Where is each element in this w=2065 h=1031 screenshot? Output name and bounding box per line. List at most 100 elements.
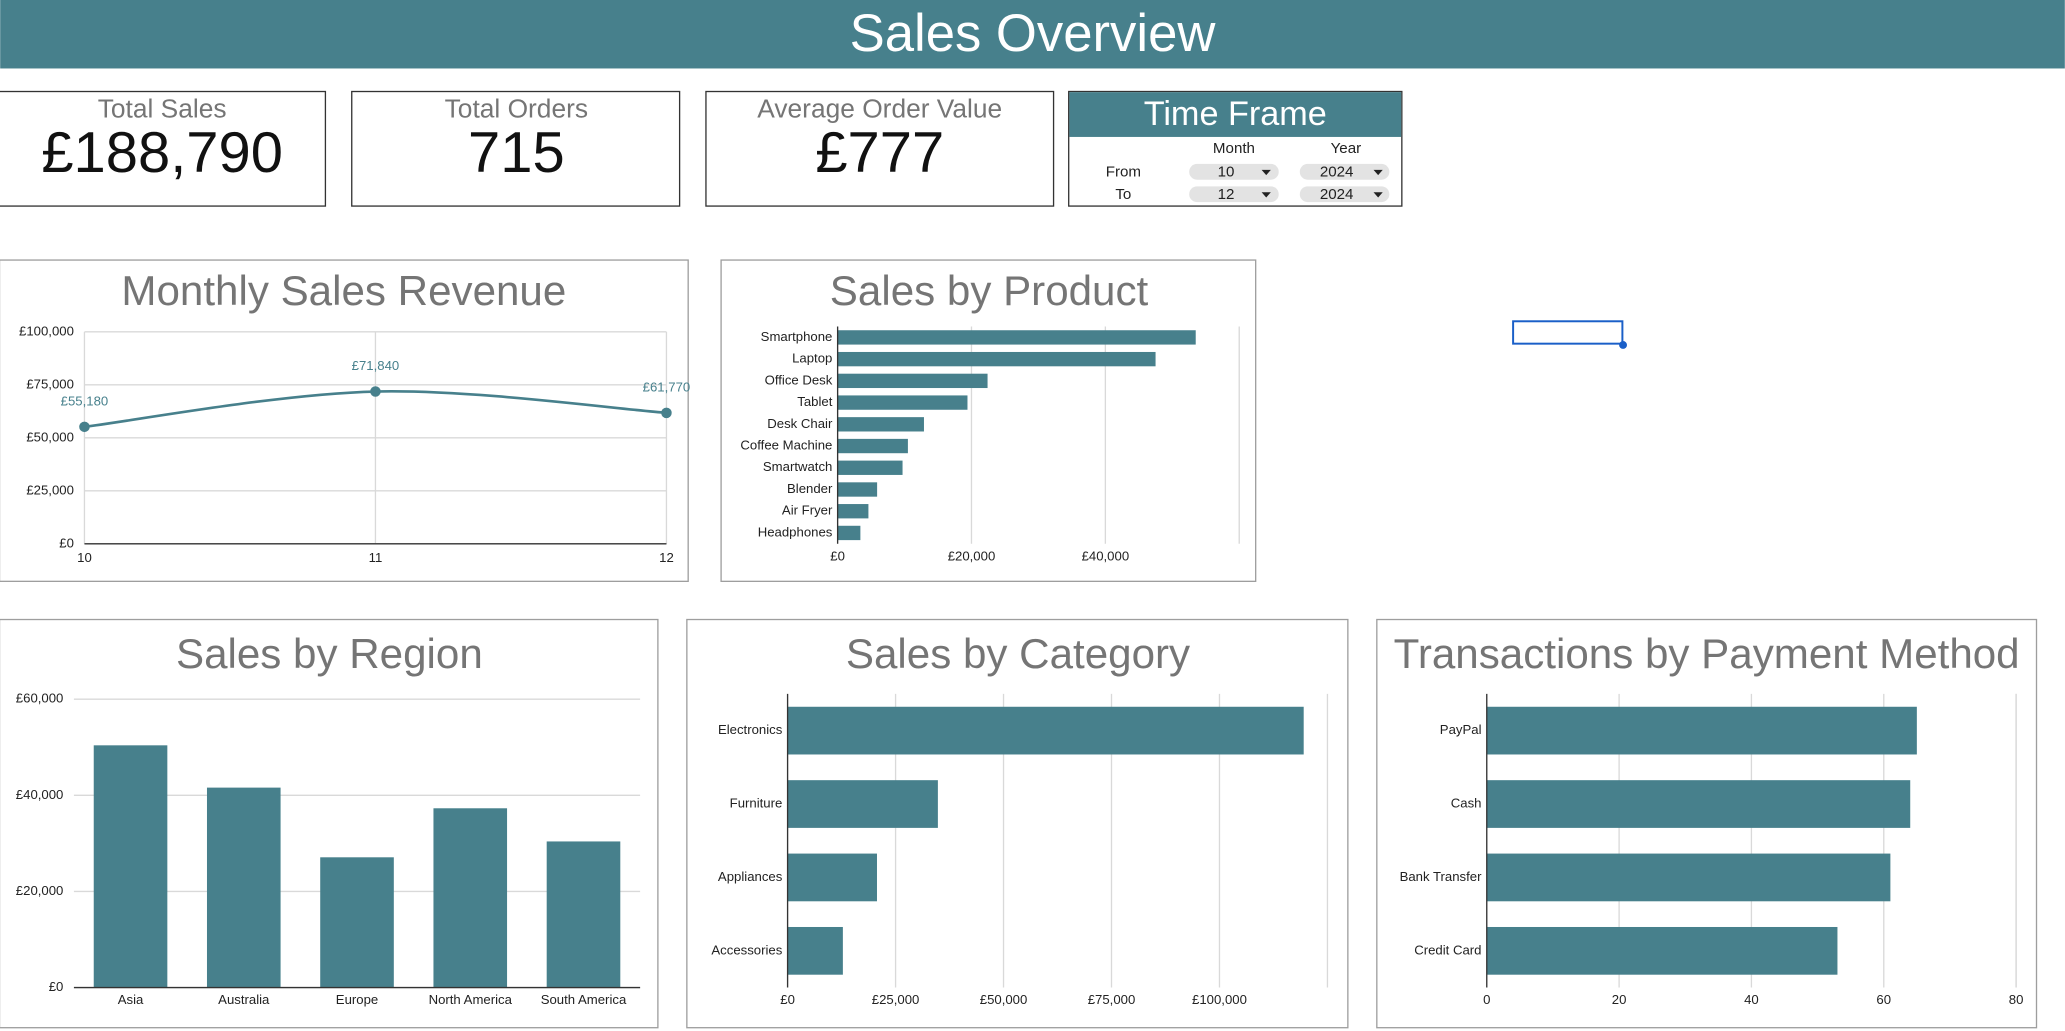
y-tick-label: Desk Chair: [767, 416, 833, 431]
y-tick-label: £0: [59, 535, 74, 550]
data-point: [661, 407, 672, 419]
kpi-card: [351, 90, 681, 207]
y-tick-label: Smartwatch: [763, 459, 832, 474]
kpi-card: [705, 90, 1055, 207]
bar: [787, 780, 938, 828]
x-tick-label: 10: [77, 550, 92, 565]
dropdown-value[interactable]: 2024: [1320, 163, 1354, 180]
dropdown-value[interactable]: 10: [1218, 163, 1235, 180]
kpi-value: 715: [468, 121, 565, 185]
time-frame-header: [1069, 92, 1402, 137]
time-frame-card: [1068, 90, 1403, 207]
y-tick-label: Tablet: [797, 394, 832, 409]
month-dropdown[interactable]: 10: [1189, 163, 1279, 180]
y-tick-label: Laptop: [792, 351, 832, 366]
y-tick-label: Air Fryer: [782, 503, 833, 518]
chart-title: Transactions by Payment Method: [1394, 630, 2020, 677]
x-tick-label: 11: [369, 550, 383, 565]
x-tick-label: 20: [1612, 992, 1627, 1007]
x-tick-label: 60: [1876, 992, 1891, 1007]
month-dropdown[interactable]: 12: [1189, 186, 1279, 203]
bar: [206, 787, 281, 988]
data-label: £71,840: [352, 358, 400, 373]
data-label: £61,770: [643, 379, 691, 394]
chart-title: Monthly Sales Revenue: [121, 267, 566, 314]
y-tick-label: Bank Transfer: [1400, 869, 1483, 884]
bar: [546, 841, 621, 988]
bar: [837, 504, 869, 519]
chart-panel: [720, 259, 1257, 582]
page-title: Sales Overview: [850, 4, 1217, 63]
y-tick-label: Appliances: [718, 869, 783, 884]
data-point: [79, 421, 90, 433]
x-tick-label: £50,000: [980, 992, 1028, 1007]
kpi-card: [0, 90, 327, 207]
bar: [320, 857, 394, 988]
y-tick-label: Headphones: [758, 524, 833, 539]
y-tick-label: PayPal: [1440, 722, 1482, 737]
bar: [837, 351, 1156, 367]
y-tick-label: Electronics: [718, 722, 783, 737]
x-tick-label: £0: [780, 992, 795, 1007]
bar: [1486, 853, 1891, 902]
year-dropdown[interactable]: 2024: [1299, 163, 1390, 180]
bar: [93, 745, 168, 988]
kpi-label: Total Sales: [98, 94, 227, 124]
y-tick-label: £20,000: [16, 883, 64, 898]
x-tick-label: £40,000: [1082, 548, 1130, 563]
time-frame-title: Time Frame: [1144, 95, 1327, 133]
kpi-label: Average Order Value: [757, 94, 1002, 124]
dropdown-value[interactable]: 12: [1218, 186, 1235, 203]
header-bar: [0, 0, 2065, 69]
bar: [1486, 780, 1911, 828]
chart-panel: [0, 259, 689, 582]
kpi-label: Total Orders: [445, 94, 588, 124]
x-tick-label: Asia: [118, 992, 144, 1007]
x-tick-label: Europe: [336, 992, 378, 1007]
chart-panel: [686, 618, 1349, 1029]
fill-handle[interactable]: [1619, 341, 1628, 349]
row-label: From: [1106, 163, 1141, 180]
y-tick-label: Smartphone: [761, 329, 833, 344]
bar: [837, 525, 861, 541]
chart-title: Sales by Product: [830, 267, 1149, 314]
y-tick-label: Blender: [787, 481, 833, 496]
x-tick-label: £75,000: [1088, 992, 1136, 1007]
bar: [1486, 706, 1917, 755]
y-tick-label: £75,000: [26, 376, 74, 391]
x-tick-label: 0: [1483, 992, 1490, 1007]
x-tick-label: North America: [429, 992, 513, 1007]
data-point: [370, 386, 381, 397]
row-label: To: [1115, 186, 1131, 203]
bar: [787, 926, 843, 975]
x-tick-label: 80: [2009, 992, 2024, 1007]
kpi-value: £188,790: [41, 121, 283, 185]
y-tick-label: Accessories: [711, 942, 782, 957]
bar: [837, 482, 878, 497]
x-tick-label: 40: [1744, 992, 1759, 1007]
bar: [837, 417, 924, 432]
y-tick-label: Office Desk: [765, 372, 833, 387]
y-tick-label: Credit Card: [1414, 942, 1481, 957]
x-tick-label: South America: [541, 992, 627, 1007]
x-tick-label: £25,000: [872, 992, 920, 1007]
kpi-value: £777: [815, 121, 944, 185]
chart-title: Sales by Category: [846, 630, 1190, 677]
y-tick-label: Furniture: [730, 795, 783, 810]
bar: [837, 330, 1196, 345]
x-tick-label: £100,000: [1192, 992, 1247, 1007]
data-label: £55,180: [61, 393, 109, 408]
bar: [1486, 926, 1838, 975]
x-tick-label: Australia: [218, 992, 270, 1007]
column-label: Year: [1331, 140, 1362, 157]
y-tick-label: £60,000: [16, 691, 64, 706]
dropdown-value[interactable]: 2024: [1320, 186, 1354, 203]
y-tick-label: £25,000: [26, 482, 74, 497]
year-dropdown[interactable]: 2024: [1299, 186, 1390, 203]
bar: [837, 460, 903, 475]
y-tick-label: Coffee Machine: [740, 438, 832, 453]
bar: [787, 706, 1304, 755]
selected-cell[interactable]: [1512, 320, 1624, 345]
bar: [787, 853, 877, 902]
